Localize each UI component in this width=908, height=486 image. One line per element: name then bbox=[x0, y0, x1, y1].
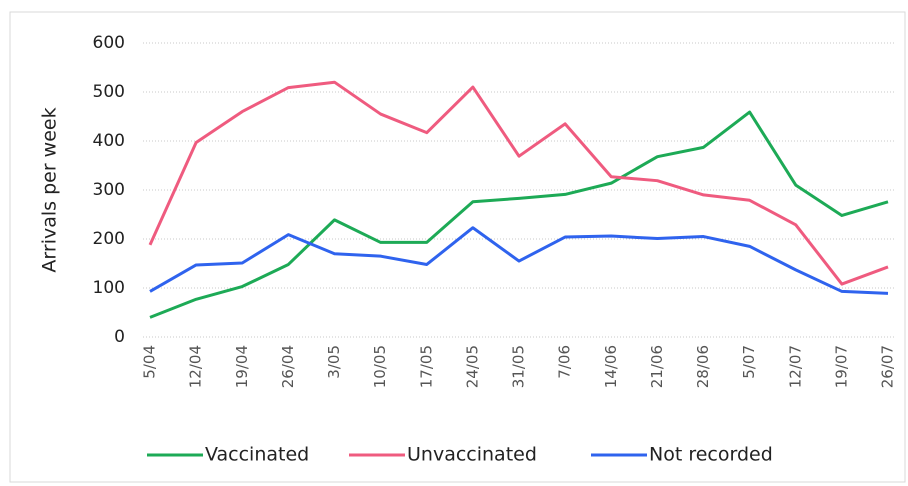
y-tick-label: 200 bbox=[93, 229, 125, 249]
x-tick-label: 7/06 bbox=[556, 345, 574, 379]
x-tick-label: 5/07 bbox=[740, 345, 758, 379]
x-tick-label: 14/06 bbox=[602, 345, 620, 388]
x-tick-label: 3/05 bbox=[325, 345, 343, 379]
y-tick-label: 400 bbox=[93, 131, 125, 151]
x-tick-label: 12/07 bbox=[786, 345, 804, 388]
legend-label: Not recorded bbox=[649, 444, 773, 466]
line-series bbox=[149, 226, 889, 295]
legend-label: Vaccinated bbox=[205, 444, 309, 466]
y-tick-label: 100 bbox=[93, 278, 125, 298]
legend-label: Unvaccinated bbox=[407, 444, 537, 466]
x-tick-label: 24/05 bbox=[463, 345, 481, 388]
y-tick-label: 0 bbox=[114, 327, 125, 347]
x-tick-label: 17/05 bbox=[417, 345, 435, 388]
x-tick-label: 26/04 bbox=[279, 345, 297, 388]
chart-frame bbox=[9, 11, 906, 483]
x-tick-label: 19/07 bbox=[832, 345, 850, 388]
x-tick-label: 19/04 bbox=[233, 345, 251, 388]
y-tick-label: 300 bbox=[93, 180, 125, 200]
x-tick-label: 28/06 bbox=[694, 345, 712, 388]
x-tick-label: 10/05 bbox=[371, 345, 389, 388]
x-tick-label: 31/05 bbox=[510, 345, 528, 388]
x-tick-label: 12/04 bbox=[187, 345, 205, 388]
y-axis-label: Arrivals per week bbox=[39, 107, 61, 272]
x-tick-label: 21/06 bbox=[648, 345, 666, 388]
y-tick-label: 500 bbox=[93, 82, 125, 102]
line-series bbox=[149, 110, 889, 319]
x-tick-label: 5/04 bbox=[141, 345, 159, 379]
line-series bbox=[148, 80, 889, 286]
x-tick-label: 26/07 bbox=[879, 345, 897, 388]
y-tick-label: 600 bbox=[93, 33, 125, 53]
